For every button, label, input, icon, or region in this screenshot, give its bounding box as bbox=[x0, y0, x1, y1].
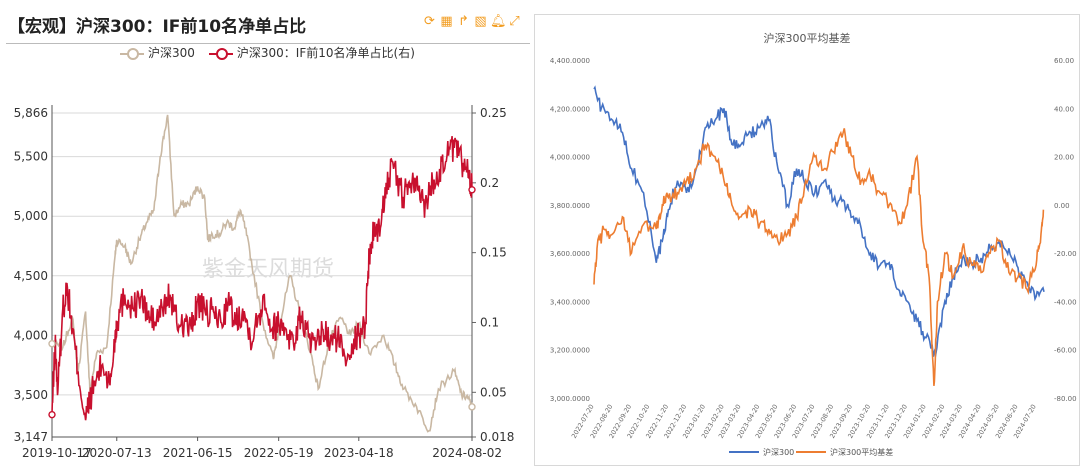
x-tick-label: 2024-08-02 bbox=[432, 446, 502, 460]
legend-item-ratio[interactable]: 沪深300：IF前10名净单占比(右) bbox=[208, 44, 415, 61]
y-right-tick-label: -40.00 bbox=[1054, 298, 1077, 306]
legend-item-index[interactable]: 沪深300 bbox=[120, 44, 195, 61]
y-left-tick-label: 3,200.0000 bbox=[550, 347, 590, 355]
y-right-tick-label: 0.2 bbox=[480, 176, 499, 190]
series-line-basis bbox=[593, 128, 1045, 386]
refresh-icon[interactable]: ⟳ bbox=[424, 14, 435, 29]
y-left-tick-label: 4,200.0000 bbox=[550, 105, 590, 113]
y-left-tick-label: 4,000 bbox=[14, 328, 48, 342]
y-right-tick-label: 0.018 bbox=[480, 430, 514, 444]
y-left-tick-label: 4,000.0000 bbox=[550, 154, 590, 162]
watermark: 紫金天风期货 bbox=[202, 257, 334, 282]
right-chart-plot: 沪深300平均基差 3,000.0000 3,200.0000 3,400.0000 3… bbox=[550, 31, 1077, 457]
y-left-tick-label: 5,000 bbox=[14, 209, 48, 223]
left-title-bar: 【宏观】沪深300：IF前10名净单占比 ⟳ ▦ ↱ ▧ 🔔︎ ⤢ bbox=[6, 4, 530, 44]
right-chart-panel: 沪深300平均基差 3,000.0000 3,200.0000 3,400.0000 3… bbox=[534, 14, 1080, 466]
endpoint-ratio bbox=[468, 186, 476, 194]
legend-label-basis: 沪深300平均基差 bbox=[830, 447, 893, 457]
left-legend: 沪深300 沪深300：IF前10名净单占比(右) bbox=[120, 44, 415, 61]
x-tick-label: 2020-07-13 bbox=[82, 446, 152, 460]
y-left-tick-label: 3,400.0000 bbox=[550, 298, 590, 306]
right-chart-title: 沪深300平均基差 bbox=[764, 31, 851, 45]
y-left-tick-label: 4,400.0000 bbox=[550, 57, 590, 65]
legend-swatch-ratio bbox=[208, 47, 233, 60]
y-right-tick-label: 0.15 bbox=[480, 246, 507, 260]
legend-label-index: 沪深300 bbox=[763, 447, 794, 457]
series-line-index bbox=[593, 85, 1045, 358]
y-right-tick-label: 0.00 bbox=[1054, 202, 1070, 210]
x-tick-label: 2021-06-15 bbox=[163, 446, 233, 460]
left-chart-title: 【宏观】沪深300：IF前10名净单占比 bbox=[8, 17, 307, 37]
x-tick-label: 2022-05-19 bbox=[244, 446, 314, 460]
left-chart-panel: 【宏观】沪深300：IF前10名净单占比 ⟳ ▦ ↱ ▧ 🔔︎ ⤢ 沪深300 … bbox=[0, 0, 530, 466]
endpoint-ratio bbox=[48, 410, 56, 419]
y-left-tick-label: 4,500 bbox=[14, 269, 48, 283]
endpoint-index bbox=[468, 403, 476, 411]
table-icon[interactable]: ▦ bbox=[440, 14, 453, 29]
legend-label-index: 沪深300 bbox=[148, 46, 195, 60]
y-right-tick-label: 60.00 bbox=[1054, 57, 1074, 65]
y-right-tick-label: 40.00 bbox=[1054, 105, 1074, 113]
y-left-tick-label: 3,147 bbox=[14, 430, 48, 444]
y-right-tick-label: -80.00 bbox=[1054, 395, 1077, 403]
series-line-ratio bbox=[51, 136, 473, 421]
chart-toolbar: ⟳ ▦ ↱ ▧ 🔔︎ ⤢ bbox=[422, 14, 522, 29]
y-left-tick-label: 5,500 bbox=[14, 150, 48, 164]
y-left-tick-label: 3,600.0000 bbox=[550, 250, 590, 258]
y-left-tick-label: 5,866 bbox=[14, 106, 48, 120]
y-right-tick-label: -60.00 bbox=[1054, 347, 1077, 355]
x-tick-label: 2023-04-18 bbox=[324, 446, 394, 460]
y-right-tick-label: 0.25 bbox=[480, 106, 507, 120]
y-left-tick-label: 3,500 bbox=[14, 388, 48, 402]
y-left-tick-label: 3,000.0000 bbox=[550, 395, 590, 403]
legend-swatch-index bbox=[120, 47, 144, 60]
y-right-tick-label: -20.00 bbox=[1054, 250, 1077, 258]
x-tick-label: 2019-10-17 bbox=[22, 446, 92, 460]
title-divider bbox=[6, 43, 530, 44]
series-line-index bbox=[51, 114, 473, 433]
legend-label-ratio: 沪深300：IF前10名净单占比(右) bbox=[236, 46, 415, 60]
y-left-tick-label: 3,800.0000 bbox=[550, 202, 590, 210]
expand-icon[interactable]: ⤢ bbox=[509, 14, 520, 29]
left-chart-plot: 3,147 3,500 4,000 4,500 5,000 5,500 5,866 0.018… bbox=[14, 105, 514, 460]
y-right-tick-label: 0.1 bbox=[480, 315, 499, 329]
y-right-tick-label: 0.05 bbox=[480, 385, 507, 399]
bell-icon[interactable]: 🔔︎ bbox=[490, 14, 507, 29]
y-right-tick-label: 20.00 bbox=[1054, 154, 1074, 162]
share-icon[interactable]: ↱ bbox=[458, 14, 469, 29]
endpoint-index bbox=[48, 339, 56, 348]
image-icon[interactable]: ▧ bbox=[474, 14, 487, 29]
